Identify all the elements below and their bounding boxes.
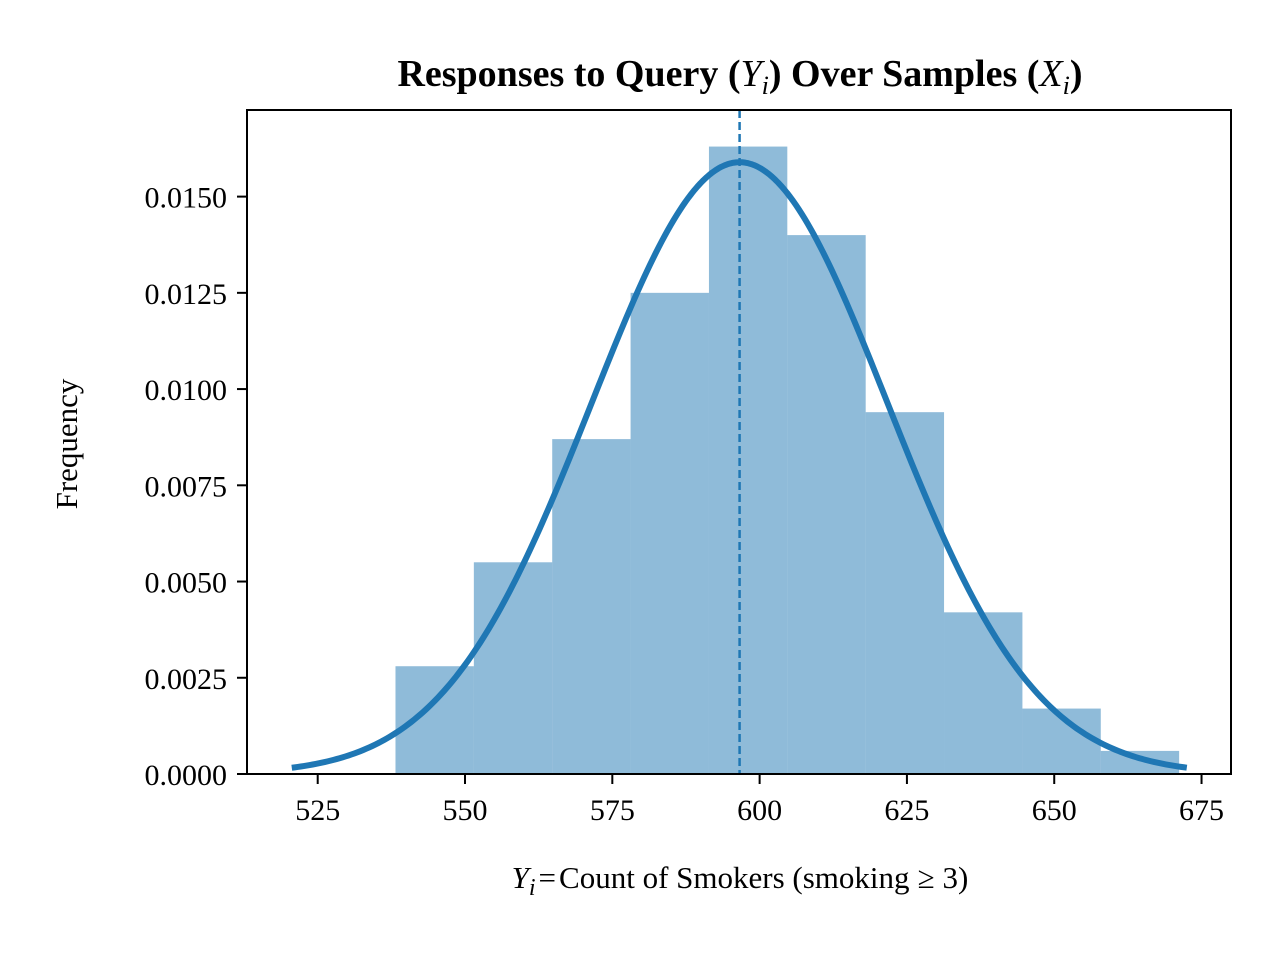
xlabel-threshold: 3) <box>943 860 969 895</box>
y-axis-ticks: 0.0000 0.0025 0.0050 0.0075 0.0100 0.0125 0.01… <box>145 182 247 792</box>
xlabel-geq: ≥ <box>918 860 935 895</box>
histogram-bar <box>1100 750 1180 774</box>
chart-title: Responses to Query (Yi) Over Samples (Xi… <box>397 53 1082 100</box>
x-tick-label: 650 <box>1032 794 1077 827</box>
y-tick-label: 0.0125 <box>145 278 228 311</box>
x-axis-ticks: 525 550 575 600 625 650 675 <box>295 774 1224 827</box>
histogram-bar <box>630 292 709 774</box>
y-tick-label: 0.0025 <box>145 663 228 696</box>
title-x-subscript: i <box>1063 71 1070 100</box>
histogram-bar <box>395 666 474 774</box>
xlabel-text: Count of Smokers (smoking <box>559 860 909 895</box>
xlabel-symbol: Y <box>512 860 532 895</box>
y-tick-label: 0.0000 <box>145 759 228 792</box>
xlabel-equals: = <box>539 860 556 895</box>
title-part-1: Responses to Query ( <box>397 53 740 95</box>
plot-frame <box>246 109 1232 775</box>
y-axis-label: Frequency <box>49 378 84 509</box>
x-tick-label: 600 <box>737 794 782 827</box>
histogram-bar <box>787 235 866 775</box>
x-axis-label: Yi=Count of Smokers (smoking ≥3) <box>512 860 969 901</box>
x-tick-label: 525 <box>295 794 340 827</box>
title-y-subscript: i <box>762 71 769 100</box>
x-tick-label: 550 <box>443 794 488 827</box>
title-part-3: ) <box>1070 53 1083 95</box>
y-tick-label: 0.0050 <box>145 567 228 600</box>
y-tick-label: 0.0075 <box>145 470 228 503</box>
title-x-symbol: X <box>1037 53 1064 95</box>
histogram-bar <box>708 146 788 774</box>
title-y-symbol: Y <box>741 53 766 95</box>
xlabel-subscript: i <box>529 875 536 901</box>
x-tick-label: 625 <box>884 794 929 827</box>
x-tick-label: 575 <box>590 794 635 827</box>
histogram-bar <box>944 612 1023 774</box>
y-tick-label: 0.0150 <box>145 182 228 215</box>
histogram-bar <box>473 562 553 774</box>
histogram-bar <box>865 412 945 774</box>
y-tick-label: 0.0100 <box>145 374 228 407</box>
histogram-bars <box>395 146 1180 775</box>
title-part-2: ) Over Samples ( <box>769 53 1040 95</box>
x-tick-label: 675 <box>1179 794 1224 827</box>
histogram-bar <box>552 439 631 774</box>
